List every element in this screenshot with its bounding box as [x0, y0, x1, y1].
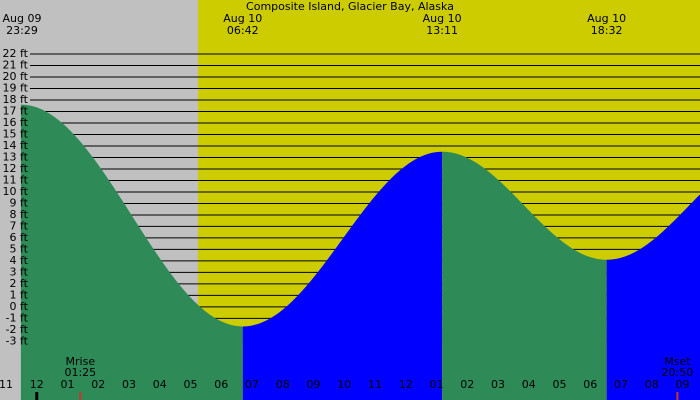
y-tick-label: 14 ft — [3, 139, 29, 152]
y-tick-label: 4 ft — [10, 254, 29, 267]
moon-time: 01:25 — [64, 366, 96, 379]
moon-time: 20:50 — [662, 366, 694, 379]
y-tick-label: 15 ft — [3, 127, 29, 140]
y-tick-label: 22 ft — [3, 47, 29, 60]
y-tick-label: 12 ft — [3, 162, 29, 175]
moon-event: Mrise — [66, 355, 96, 368]
y-tick-label: 11 ft — [3, 173, 29, 186]
rising-tide — [606, 194, 700, 400]
y-tick-label: -3 ft — [6, 334, 29, 347]
hour-label: 02 — [91, 378, 105, 391]
hour-label: 10 — [337, 378, 351, 391]
hour-label: 12 — [399, 378, 413, 391]
hour-label: 08 — [645, 378, 659, 391]
y-tick-label: 3 ft — [10, 265, 29, 278]
extreme-time: 18:32 — [591, 24, 623, 37]
extreme-date: Aug 10 — [587, 12, 626, 25]
hour-label: 07 — [614, 378, 628, 391]
y-tick-label: 21 ft — [3, 59, 29, 72]
y-tick-label: 0 ft — [10, 300, 29, 313]
falling-tide — [20, 104, 243, 400]
extreme-date: Aug 10 — [423, 12, 462, 25]
hour-label: 02 — [460, 378, 474, 391]
hour-label: 04 — [522, 378, 536, 391]
falling-tide — [442, 151, 607, 400]
hour-label: 01 — [61, 378, 75, 391]
y-tick-label: 8 ft — [10, 208, 29, 221]
hour-label: 05 — [184, 378, 198, 391]
hour-label: 05 — [553, 378, 567, 391]
hour-label: 03 — [122, 378, 136, 391]
hour-label: 11 — [368, 378, 382, 391]
y-tick-label: 17 ft — [3, 104, 29, 117]
hour-label: 03 — [491, 378, 505, 391]
rising-tide — [242, 151, 443, 400]
hour-label: 12 — [30, 378, 44, 391]
extreme-time: 06:42 — [227, 24, 259, 37]
y-tick-label: 16 ft — [3, 116, 29, 129]
hour-label: 11 — [0, 378, 13, 391]
y-tick-label: -1 ft — [6, 311, 29, 324]
y-tick-label: 1 ft — [10, 288, 29, 301]
hour-label: 01 — [430, 378, 444, 391]
y-tick-label: 18 ft — [3, 93, 29, 106]
extreme-date: Aug 09 — [3, 12, 42, 25]
y-tick-label: 10 ft — [3, 185, 29, 198]
hour-label: 04 — [153, 378, 167, 391]
chart-title: Composite Island, Glacier Bay, Alaska — [246, 0, 454, 13]
hour-label: 09 — [676, 378, 690, 391]
extreme-time: 13:11 — [426, 24, 458, 37]
y-tick-label: 2 ft — [10, 277, 29, 290]
y-tick-label: 5 ft — [10, 242, 29, 255]
hour-label: 07 — [245, 378, 259, 391]
moon-event: Mset — [664, 355, 691, 368]
extreme-time: 23:29 — [6, 24, 38, 37]
hour-label: 06 — [214, 378, 228, 391]
extreme-date: Aug 10 — [223, 12, 262, 25]
hour-label: 09 — [307, 378, 321, 391]
y-tick-label: 6 ft — [10, 231, 29, 244]
y-tick-label: 13 ft — [3, 150, 29, 163]
hour-label: 06 — [583, 378, 597, 391]
y-tick-label: 20 ft — [3, 70, 29, 83]
hour-label: 08 — [276, 378, 290, 391]
y-tick-label: -2 ft — [6, 323, 29, 336]
y-tick-label: 9 ft — [10, 196, 29, 209]
y-tick-label: 19 ft — [3, 82, 29, 95]
y-tick-label: 7 ft — [10, 219, 29, 232]
